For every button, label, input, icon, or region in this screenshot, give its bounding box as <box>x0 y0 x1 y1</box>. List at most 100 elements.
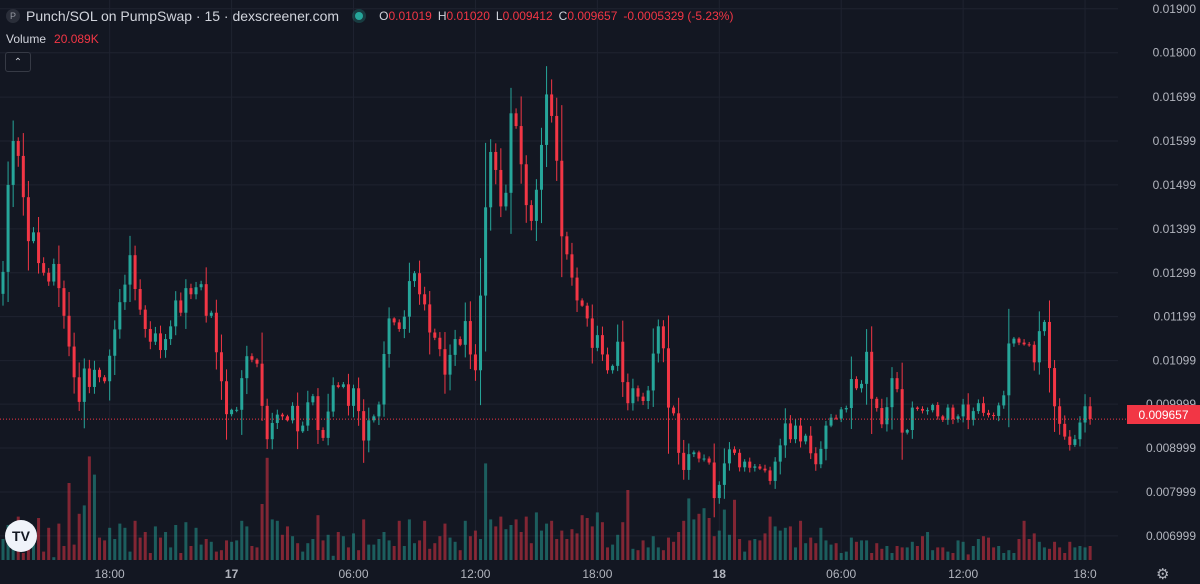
candle-body <box>1032 344 1036 363</box>
candle-body <box>575 277 579 301</box>
candle-body <box>412 273 416 282</box>
collapse-legend-button[interactable]: ⌃ <box>5 52 31 72</box>
volume-bar <box>926 532 930 560</box>
volume-bar <box>367 544 371 560</box>
candle-body <box>230 409 234 415</box>
volume-bar <box>895 546 899 560</box>
candle-body <box>814 453 818 465</box>
candle-body <box>590 318 594 348</box>
candle-body <box>235 409 239 411</box>
volume-bar <box>570 529 574 560</box>
volume-bar <box>230 541 234 560</box>
candle-body <box>296 405 300 432</box>
volume-bar <box>793 547 797 560</box>
candle-body <box>905 429 909 433</box>
volume-bar <box>545 523 549 560</box>
candle-body <box>341 384 345 387</box>
chart-title[interactable]: Punch/SOL on PumpSwap · 15 · dexscreener… <box>26 8 340 24</box>
low-value: 0.009412 <box>502 9 553 23</box>
volume-bar <box>164 532 168 560</box>
volume-bar <box>26 544 30 560</box>
candle-body <box>900 389 904 433</box>
candle-body <box>865 351 869 384</box>
volume-bar <box>519 532 523 560</box>
volume-bar <box>666 537 670 560</box>
candle-body <box>285 416 289 421</box>
candle-body <box>687 454 691 470</box>
time-tick-label: 18:00 <box>95 567 125 581</box>
chevron-up-icon: ⌃ <box>13 56 23 68</box>
candle-body <box>123 284 127 303</box>
time-axis[interactable]: 18:00 17 06:00 12:00 18:00 18 06:00 12:00 18:0 <box>95 567 1097 581</box>
candle-body <box>702 458 706 460</box>
grid-lines <box>0 0 1118 560</box>
candle-body <box>265 405 269 440</box>
volume-bar <box>738 539 742 560</box>
candle-body <box>636 388 640 397</box>
volume-bar <box>240 520 244 560</box>
volume-bar <box>285 526 289 560</box>
volume-bar <box>900 547 904 560</box>
volume-bar <box>428 548 432 560</box>
volume-bar <box>357 550 361 560</box>
price-tick-label: 0.01299 <box>1153 266 1197 280</box>
volume-bar <box>1073 547 1077 560</box>
volume-bar <box>951 553 955 560</box>
candle-body <box>712 462 716 499</box>
volume-bar <box>621 522 625 560</box>
candle-body <box>392 318 396 323</box>
candle-body <box>641 396 645 402</box>
volume-bar <box>1088 546 1092 560</box>
volume-bar <box>860 540 864 560</box>
price-axis[interactable]: 0.01900 0.01800 0.01699 0.01599 0.01499 0.013… <box>1146 2 1196 543</box>
volume-bar <box>824 540 828 560</box>
volume-bar <box>966 554 970 560</box>
candle-body <box>504 192 508 207</box>
candle-body <box>885 407 889 425</box>
candle-body <box>646 390 650 402</box>
candle-body <box>37 232 41 264</box>
volume-bar <box>77 513 81 560</box>
candle-body <box>550 94 554 116</box>
candle-body <box>565 236 569 255</box>
candle-body <box>402 316 406 329</box>
candle-body <box>956 416 960 420</box>
candle-body <box>72 346 76 378</box>
volume-bar <box>473 530 477 560</box>
volume-bar <box>814 543 818 560</box>
volume-bar <box>616 534 620 560</box>
candle-body <box>98 369 102 378</box>
gear-icon[interactable]: ⚙ <box>1156 566 1170 583</box>
volume-bar <box>529 543 533 560</box>
candle-body <box>336 385 340 387</box>
tradingview-logo[interactable]: TV <box>5 520 37 552</box>
candle-body <box>357 388 361 412</box>
candle-body <box>1022 342 1026 345</box>
volume-bar <box>235 540 239 560</box>
candle-body <box>697 452 701 459</box>
volume-bar <box>499 516 503 560</box>
volume-bar <box>550 520 554 560</box>
volume-bar <box>819 527 823 560</box>
volume-bar <box>21 553 25 560</box>
candle-body <box>626 382 630 404</box>
chart-legend: P Punch/SOL on PumpSwap · 15 · dexscreen… <box>6 8 733 24</box>
volume-bar <box>941 547 945 560</box>
price-tick-label: 0.008999 <box>1146 441 1196 455</box>
volume-bar <box>509 525 513 560</box>
candle-body <box>804 435 808 442</box>
candle-body <box>788 423 792 440</box>
candle-body <box>92 369 96 387</box>
candle-body <box>514 113 518 127</box>
candle-body <box>931 404 935 411</box>
volume-bar <box>910 541 914 560</box>
volume-bar <box>524 516 528 560</box>
candle-body <box>981 403 985 413</box>
volume-bar <box>113 539 117 560</box>
candle-body <box>580 300 584 306</box>
candle-body <box>936 404 940 417</box>
volume-bar <box>514 519 518 560</box>
candle-body <box>184 288 188 313</box>
volume-bar <box>1007 550 1011 560</box>
